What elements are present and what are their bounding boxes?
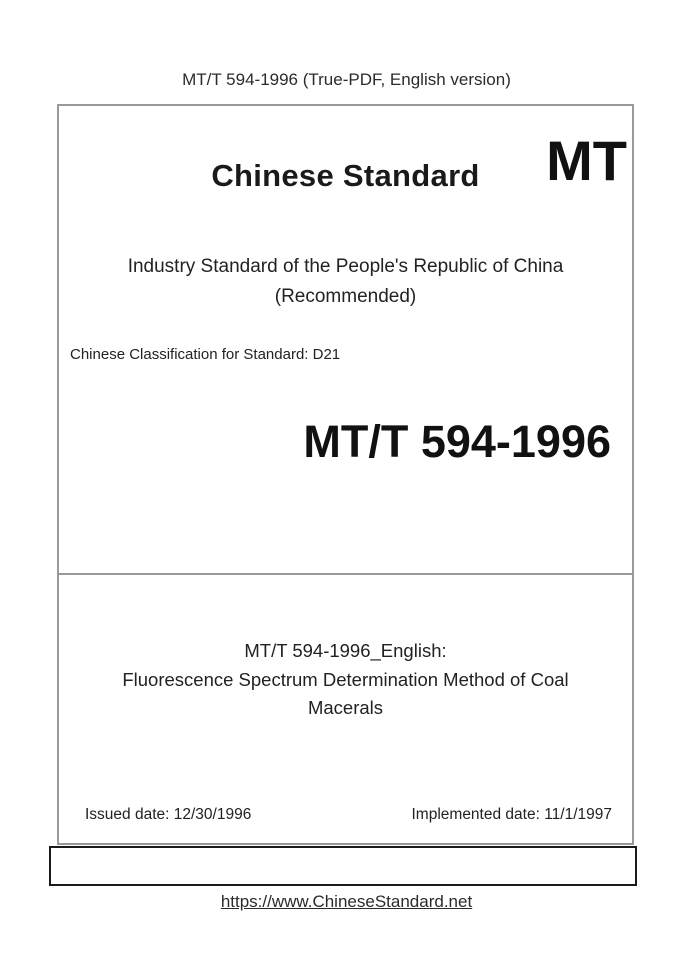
- implemented-date: Implemented date: 11/1/1997: [411, 806, 613, 823]
- website-link[interactable]: https://www.ChineseStandard.net: [220, 892, 473, 911]
- footer: https://www.ChineseStandard.net: [0, 892, 693, 912]
- standard-subtitle: Industry Standard of the People's Republ…: [59, 252, 632, 312]
- document-title-line-1: MT/T 594-1996_English:: [244, 640, 447, 661]
- empty-notes-box: [49, 846, 637, 886]
- document-title-line-2: Fluorescence Spectrum Determination Meth…: [122, 668, 569, 690]
- document-title: MT/T 594-1996_English: Fluorescence Spec…: [59, 637, 632, 723]
- issued-date: Issued date: 12/30/1996: [85, 806, 252, 823]
- cover-bottom-section: MT/T 594-1996_English: Fluorescence Spec…: [59, 577, 632, 843]
- classification-label: Chinese Classification for Standard: D21: [70, 346, 341, 363]
- document-header-title: MT/T 594-1996 (True-PDF, English version…: [182, 70, 511, 89]
- document-title-line-3: Macerals: [307, 697, 384, 718]
- subtitle-line-1: Industry Standard of the People's Republ…: [127, 256, 564, 277]
- dates-row: Issued date: 12/30/1996 Implemented date…: [85, 806, 612, 824]
- brand-title: Chinese Standard: [211, 158, 480, 193]
- standard-body-code: MT: [546, 129, 627, 192]
- cover-box: Chinese Standard MT Industry Standard of…: [57, 104, 634, 845]
- cover-top-section: Chinese Standard MT Industry Standard of…: [59, 106, 632, 575]
- standard-number: MT/T 594-1996: [303, 416, 611, 467]
- subtitle-line-2: (Recommended): [274, 286, 417, 307]
